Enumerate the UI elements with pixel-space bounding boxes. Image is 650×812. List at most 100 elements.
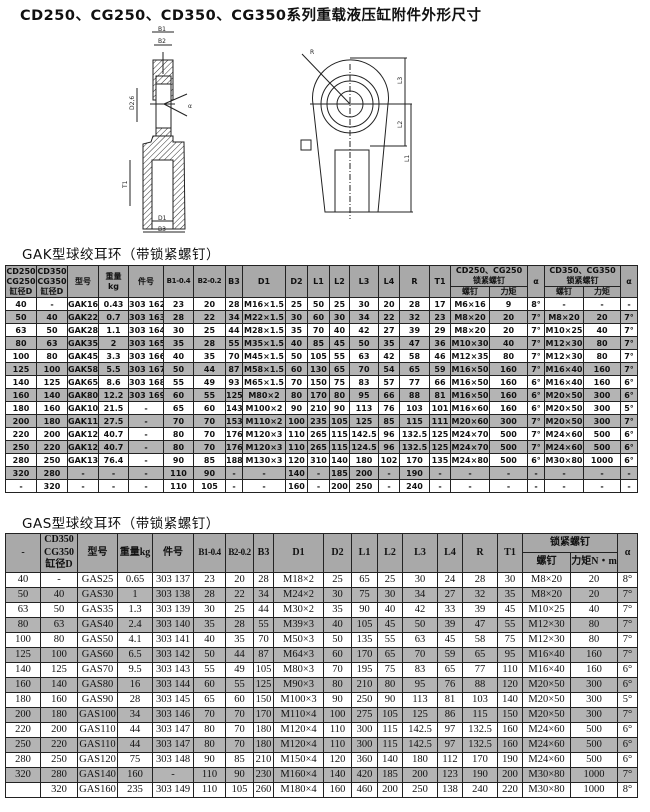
table-cell: GAS70 <box>77 661 118 678</box>
table-cell: 303 139 <box>152 601 194 618</box>
table-cell: 101 <box>429 401 451 415</box>
table-cell: 25 <box>377 571 403 588</box>
table-cell: 81 <box>429 388 451 402</box>
table-cell: 500 <box>570 751 618 768</box>
table-cell: 7° <box>620 323 639 337</box>
table-cell: 45 <box>497 601 523 618</box>
table-cell: 115 <box>377 736 403 753</box>
table-cell: 34 <box>402 586 438 603</box>
table-cell: GAS140 <box>77 766 118 783</box>
table-cell: M24×2 <box>273 586 324 603</box>
table-cell: 6° <box>617 736 638 753</box>
table-cell: GAS160 <box>77 781 118 798</box>
table-cell: 105 <box>253 661 274 678</box>
table-cell: 70 <box>193 440 226 454</box>
table-cell: 170 <box>307 388 330 402</box>
table-cell: 111 <box>429 414 451 428</box>
table-cell: M16×40 <box>544 362 585 376</box>
table-cell: 265 <box>307 440 330 454</box>
table-cell: 58 <box>399 349 430 363</box>
label-t1: T1 <box>122 180 129 189</box>
table-cell: 100 <box>323 706 352 723</box>
table-cell: 125 <box>40 661 78 678</box>
table-cell: 60 <box>193 401 226 415</box>
table-cell: 76.4 <box>98 453 129 467</box>
table-cell: 220 <box>40 736 78 753</box>
table-cell: 60 <box>225 691 254 708</box>
table-cell: 7° <box>620 336 639 350</box>
table-cell: 143 <box>225 401 243 415</box>
table-cell: 35 <box>225 631 254 648</box>
table-cell: 95 <box>497 646 523 663</box>
table-cell: 100 <box>5 349 37 363</box>
table-cell: - <box>544 479 585 493</box>
table-cell: 250 <box>5 736 41 753</box>
table-cell: 47 <box>399 336 430 350</box>
column-header: CD350 CG350 缸径D <box>40 533 78 573</box>
table-cell: 76 <box>437 676 463 693</box>
table-row: 125 100 GAS60 6.5 303 142 50 44 87 M64×3 60 170 65 7… <box>5 646 638 663</box>
table-cell: - <box>225 466 243 480</box>
table-cell: M20×50 <box>544 401 585 415</box>
table-cell: 28 <box>163 310 194 324</box>
table-cell: 8° <box>527 297 546 311</box>
table-cell: 320 <box>5 466 37 480</box>
table-cell: 45 <box>377 616 403 633</box>
table-cell: M30×80 <box>544 453 585 467</box>
table-cell: 200 <box>349 466 379 480</box>
table-cell: 70 <box>193 706 226 723</box>
table-cell: 1 <box>117 586 153 603</box>
column-header: α <box>527 265 546 298</box>
table-cell: 110 <box>285 427 308 441</box>
table-cell: 188 <box>225 453 243 467</box>
table-cell: GAK130 <box>67 453 99 467</box>
table-cell: M35×1.5 <box>242 336 286 350</box>
table-cell: 55 <box>377 631 403 648</box>
table-cell: - <box>307 466 330 480</box>
table-cell: 81 <box>437 691 463 708</box>
table-cell: 85 <box>193 453 226 467</box>
table-cell: 150 <box>307 375 330 389</box>
table-cell: 160 <box>488 362 529 376</box>
table-cell: 42 <box>402 601 438 618</box>
table-cell: 6.5 <box>117 646 153 663</box>
table-cell: 70 <box>225 349 243 363</box>
table-cell: 190 <box>497 751 523 768</box>
table-cell: 160 <box>488 388 529 402</box>
table-row: 200 180 GAS100 34 303 146 70 70 170 M110×4 100 275… <box>5 706 638 723</box>
table-cell: 125 <box>5 362 37 376</box>
table-cell: 125 <box>429 427 451 441</box>
table-cell: 30 <box>349 297 379 311</box>
table-cell: 40.7 <box>98 440 129 454</box>
table-cell: M12×30 <box>544 336 585 350</box>
table-cell: M24×60 <box>522 751 571 768</box>
table-cell: 113 <box>402 691 438 708</box>
table-cell: 303 137 <box>152 571 194 588</box>
table-cell: 160 <box>497 721 523 738</box>
column-header: - <box>5 533 41 573</box>
table-cell: 280 <box>36 466 68 480</box>
table-cell: 7° <box>617 706 638 723</box>
column-header: L4 <box>378 265 400 298</box>
table-cell: 1.3 <box>117 601 153 618</box>
table-cell: 8° <box>617 781 638 798</box>
table-cell: 27 <box>378 323 400 337</box>
table-cell: 58 <box>462 631 498 648</box>
table-cell: 200 <box>329 479 350 493</box>
table-cell: 105 <box>225 781 254 798</box>
table-cell: 80 <box>40 631 78 648</box>
table-cell: M80×3 <box>273 661 324 678</box>
table-cell: GAK100 <box>67 401 99 415</box>
table-cell: - <box>128 466 164 480</box>
table-cell: 112 <box>437 751 463 768</box>
column-header: R <box>462 533 498 573</box>
table-cell: 70 <box>253 631 274 648</box>
table-cell: 105 <box>351 616 378 633</box>
table-cell: 310 <box>307 453 330 467</box>
label-d1: D1 <box>158 215 167 222</box>
table-cell: 120 <box>323 751 352 768</box>
table-cell: 34 <box>225 310 243 324</box>
table-cell: GAS80 <box>77 676 118 693</box>
table-cell: - <box>152 766 194 783</box>
table-cell: 50 <box>40 601 78 618</box>
